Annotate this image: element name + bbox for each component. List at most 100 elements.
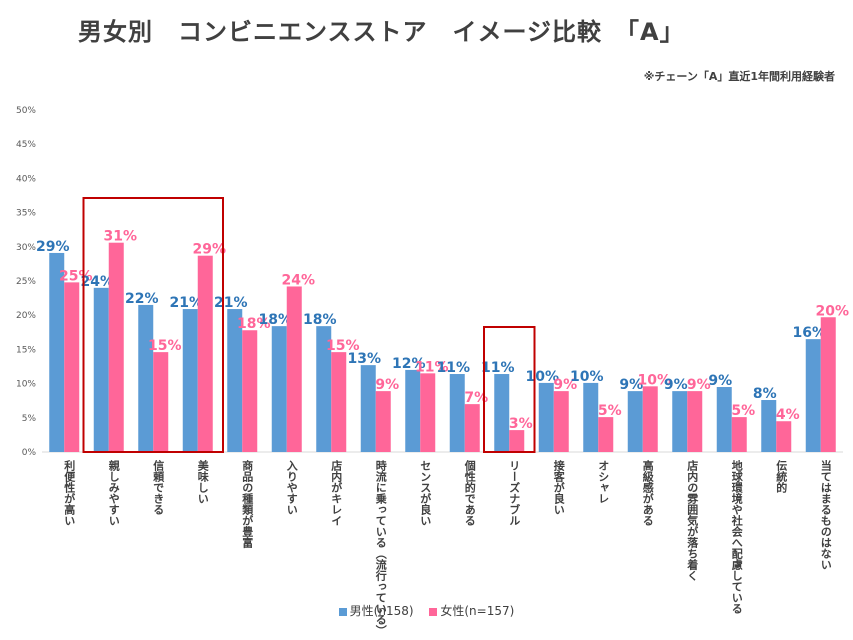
category-label: 利便性が高い [63, 459, 76, 526]
data-label-female: 5% [598, 403, 622, 419]
bar-female [598, 417, 614, 452]
data-label-male: 24% [80, 274, 114, 290]
data-label-male: 12% [392, 356, 426, 372]
category-label: 個性的である [463, 459, 477, 527]
chart-title: 男女別 コンビニエンスストア イメージ比較 「A」 [78, 18, 685, 46]
bar-female [242, 330, 258, 452]
bar-female [642, 386, 658, 452]
bar-female [375, 391, 391, 452]
bar-male [761, 400, 777, 452]
bar-female [153, 352, 169, 452]
data-label-female: 9% [375, 377, 399, 393]
bar-female [108, 242, 124, 452]
category-label: リーズナブル [508, 460, 521, 526]
data-label-male: 29% [36, 239, 70, 255]
data-label-male: 21% [214, 295, 248, 311]
data-label-female: 9% [687, 377, 711, 393]
category-label: 当てはまるものはない [819, 459, 832, 570]
category-label: 時流に乗っている（流行っている） [374, 459, 388, 636]
data-label-female: 24% [281, 272, 315, 288]
category-label: 信頼できる [152, 459, 166, 516]
y-tick-label: 5% [22, 414, 37, 424]
bar-female [553, 391, 569, 452]
category-label: 美味しい [196, 459, 209, 504]
y-tick-label: 50% [16, 106, 36, 116]
data-label-female: 5% [731, 403, 755, 419]
bar-female [64, 282, 80, 452]
bar-female [420, 373, 436, 452]
y-tick-label: 30% [16, 243, 36, 253]
bar-male [672, 391, 688, 452]
category-label: オシャレ [597, 460, 610, 504]
y-tick-label: 15% [16, 345, 36, 355]
bar-male [805, 339, 821, 452]
category-label: 高級感がある [641, 459, 654, 527]
data-label-male: 8% [753, 386, 777, 402]
data-label-male: 16% [792, 325, 826, 341]
y-tick-label: 0% [22, 448, 37, 458]
data-label-female: 15% [326, 338, 360, 354]
bar-female [509, 430, 525, 452]
legend-item-female: 女性(n=157) [429, 604, 514, 618]
data-label-female: 29% [192, 242, 226, 258]
bar-male [227, 309, 243, 452]
category-label: 店内の雰囲気が落ち着く [686, 459, 700, 581]
y-tick-label: 35% [16, 209, 36, 219]
bar-male [449, 374, 465, 452]
highlight-box [483, 326, 536, 453]
data-label-female: 11% [415, 359, 449, 375]
bar-male [627, 391, 643, 452]
category-label: 接客が良い [552, 459, 566, 515]
highlight-box [82, 197, 224, 453]
category-label: 商品の種類が豊富 [241, 459, 255, 549]
category-label: 親しみやすい [107, 459, 120, 526]
data-label-female: 3% [509, 416, 533, 432]
legend: 男性(n158) 女性(n=157) [0, 602, 853, 619]
data-label-female: 4% [776, 407, 800, 423]
data-label-male: 18% [258, 312, 292, 328]
data-label-female: 15% [148, 338, 182, 354]
data-label-male: 11% [436, 360, 470, 376]
data-label-male: 21% [169, 295, 203, 311]
bar-male [360, 365, 376, 452]
data-label-female: 9% [553, 377, 577, 393]
data-label-male: 9% [619, 377, 643, 393]
category-label: 地球環境や社会へ配慮している [730, 459, 744, 615]
category-label: センスが良い [419, 460, 432, 526]
bar-female [820, 317, 836, 452]
category-label: 入りやすい [285, 460, 298, 515]
bar-male [182, 309, 198, 452]
bar-female [464, 404, 480, 452]
bar-female [331, 352, 347, 452]
bar-male [271, 326, 287, 452]
bar-male [138, 304, 154, 452]
data-label-female: 10% [637, 372, 671, 388]
data-label-male: 22% [125, 291, 159, 307]
y-tick-label: 40% [16, 174, 36, 184]
bar-female [197, 255, 213, 452]
bar-male [93, 287, 109, 452]
bar-female [731, 417, 747, 452]
bar-male [316, 326, 332, 452]
legend-swatch-male [338, 607, 347, 616]
bar-male [405, 369, 421, 452]
data-label-male: 9% [664, 377, 688, 393]
chart-subtitle: ※チェーン「A」直近1年間利用経験者 [643, 70, 835, 83]
bar-male [583, 382, 599, 452]
bar-male [49, 252, 65, 452]
bar-female [286, 286, 302, 452]
data-label-male: 11% [481, 360, 515, 376]
category-label: 伝統的 [775, 459, 788, 494]
data-label-female: 18% [237, 316, 271, 332]
data-label-male: 10% [570, 369, 604, 385]
legend-label-female: 女性(n=157) [440, 604, 515, 618]
bar-male [716, 387, 732, 452]
data-label-female: 31% [103, 229, 137, 245]
data-label-male: 9% [708, 373, 732, 389]
y-tick-label: 25% [16, 277, 36, 287]
bar-male [538, 382, 554, 452]
bar-male [494, 374, 510, 452]
bar-female [687, 391, 703, 452]
y-tick-label: 10% [16, 380, 36, 390]
